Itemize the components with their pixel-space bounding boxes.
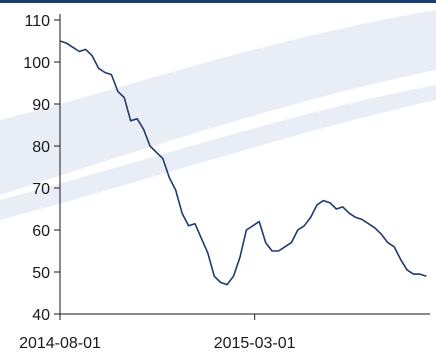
y-tick-label: 40 xyxy=(32,307,50,324)
y-tick-labels: 40 50 60 70 80 90 100 110 xyxy=(23,13,50,324)
x-tick-label: 2014-08-01 xyxy=(19,335,101,352)
y-tick-label: 70 xyxy=(32,181,50,198)
y-tick-label: 110 xyxy=(24,13,50,30)
axes xyxy=(54,14,430,320)
x-tick-labels: 2014-08-01 2015-03-01 xyxy=(19,335,296,352)
x-tick-label: 2015-03-01 xyxy=(214,335,296,352)
y-tick-label: 100 xyxy=(23,55,50,72)
top-frame-bar xyxy=(0,0,436,3)
series-line xyxy=(59,40,427,286)
y-tick-label: 90 xyxy=(32,97,50,114)
y-tick-label: 60 xyxy=(32,223,50,240)
background-swoosh xyxy=(0,10,436,195)
y-tick-label: 50 xyxy=(32,265,50,282)
background-swoosh-lower xyxy=(0,85,436,220)
y-tick-label: 80 xyxy=(32,139,50,156)
